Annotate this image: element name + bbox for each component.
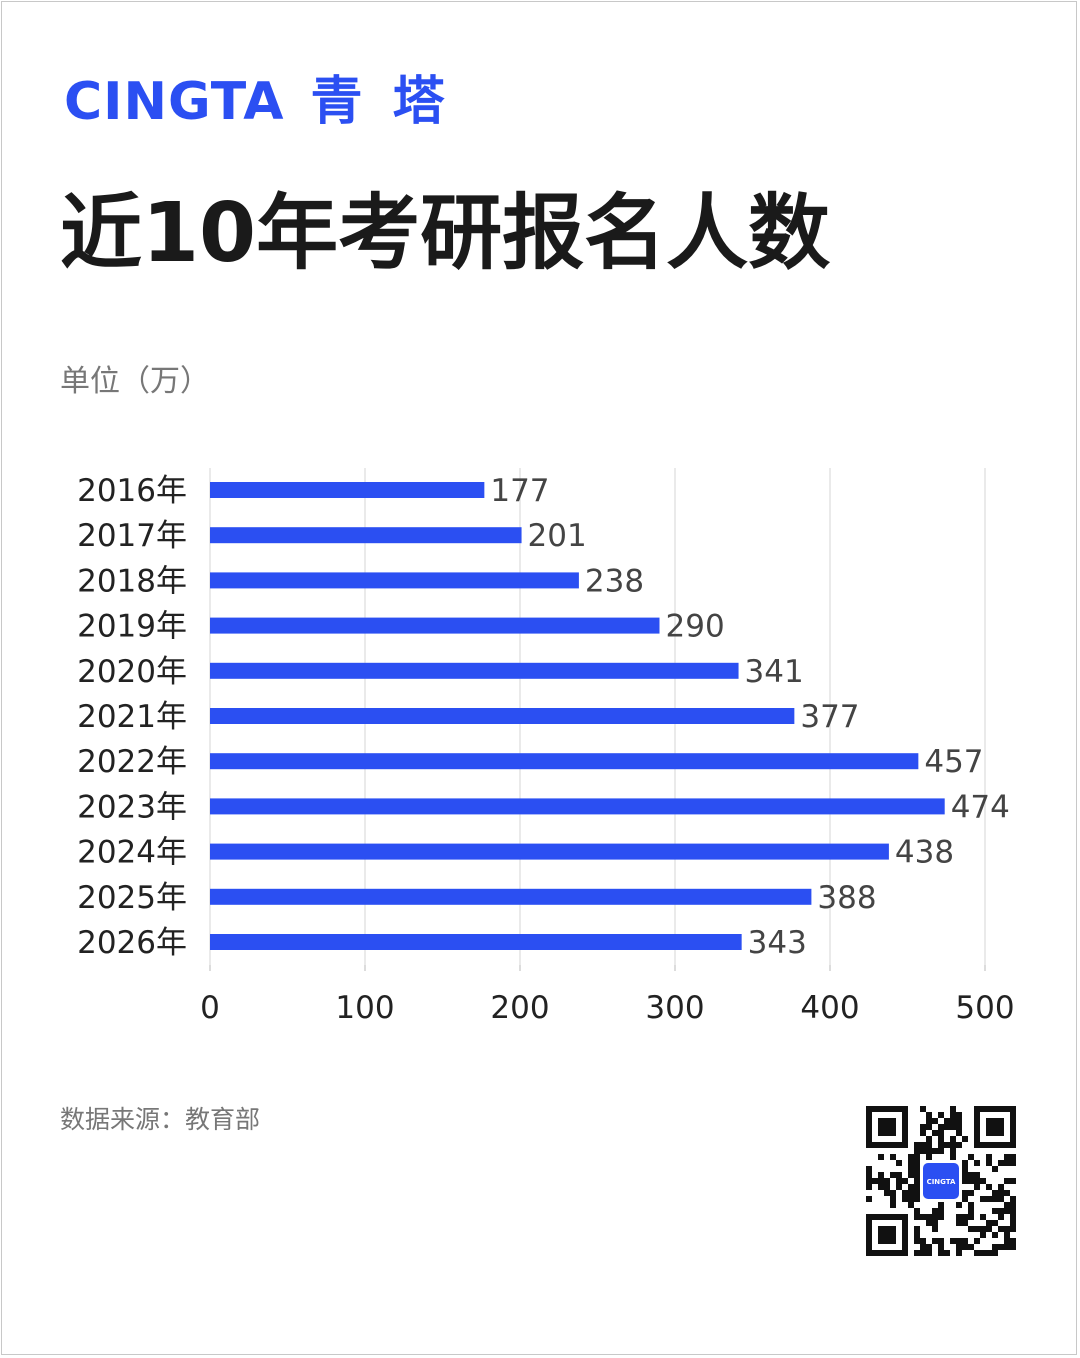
category-label: 2020年 [77, 654, 187, 690]
bar [210, 482, 485, 498]
category-label: 2023年 [77, 789, 187, 825]
value-label: 457 [924, 744, 983, 780]
bars [210, 482, 945, 950]
value-label: 438 [895, 835, 954, 871]
bar [210, 527, 522, 544]
qr-code[interactable]: CINGTA [866, 1106, 1016, 1256]
bar [210, 708, 795, 724]
category-label: 2019年 [77, 609, 187, 645]
category-label: 2026年 [77, 925, 187, 961]
unit-label: 单位（万） [60, 364, 210, 399]
bar [210, 617, 660, 634]
category-label: 2018年 [77, 563, 187, 599]
value-label: 388 [817, 880, 876, 916]
brand-latin: CINGTA [64, 72, 285, 132]
page-title: 近10年考研报名人数 [60, 186, 831, 281]
value-label: 341 [745, 654, 804, 690]
category-label: 2025年 [77, 880, 187, 916]
bar [210, 662, 739, 679]
qr-center-text: CINGTA [927, 1178, 956, 1186]
bar [210, 798, 945, 815]
value-label: 343 [748, 925, 807, 961]
data-source: 数据来源：教育部 [60, 1105, 261, 1134]
category-label: 2021年 [77, 699, 187, 735]
value-label: 201 [528, 518, 587, 554]
grid-lines [209, 468, 986, 971]
x-tick-labels: 0 100 200 300 400 500 [200, 990, 1014, 1026]
bar [210, 572, 579, 589]
brand-chinese: 青 塔 [310, 72, 451, 132]
category-label: 2024年 [77, 835, 187, 871]
category-label: 2022年 [77, 744, 187, 780]
x-tick-label: 200 [490, 990, 549, 1026]
bar [210, 753, 919, 770]
category-label: 2016年 [77, 473, 187, 509]
x-tick-label: 500 [955, 990, 1014, 1026]
bar [210, 843, 889, 860]
value-label: 290 [666, 609, 725, 645]
qr-center-logo [923, 1163, 959, 1199]
category-labels: 2016年 2017年 2018年 2019年 2020年 2021年 2022年 2023年… [77, 473, 187, 961]
brand-logo: CINGTA 青 塔 [64, 70, 451, 134]
bar-chart: 2016年 2017年 2018年 2019年 2020年 2021年 2022年 2023年… [77, 468, 1015, 1026]
value-label: 474 [951, 789, 1010, 825]
category-label: 2017年 [77, 518, 187, 554]
value-label: 377 [800, 699, 859, 735]
value-labels: 177 201 238 290 341 377 457 474 438 388 343 [490, 473, 1010, 961]
x-tick-label: 300 [645, 990, 704, 1026]
x-tick-label: 0 [200, 990, 220, 1026]
value-label: 238 [585, 563, 644, 599]
bar [210, 888, 812, 905]
x-tick-label: 100 [335, 990, 394, 1026]
value-label: 177 [490, 473, 549, 509]
x-tick-label: 400 [800, 990, 859, 1026]
bar [210, 934, 742, 950]
